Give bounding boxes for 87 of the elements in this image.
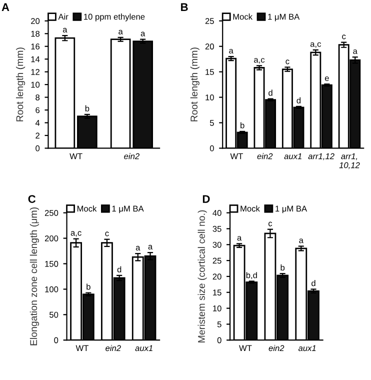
x-tick-label: ein2: [124, 153, 140, 160]
x-tick-label: aux1: [298, 345, 316, 352]
annotation: d: [117, 266, 122, 272]
annotation: c: [268, 222, 272, 226]
legend-label: 1 μM BA: [112, 206, 144, 214]
y-axis-title: Root length (mm): [190, 48, 200, 122]
y-tick-label: 8: [36, 94, 40, 100]
y-tick-label: 0: [36, 145, 40, 152]
legend-label: Mock: [77, 205, 97, 212]
y-tick-label: 35: [212, 226, 222, 232]
annotation: b: [240, 122, 244, 128]
annotation: b: [86, 284, 90, 290]
legend-label: 1 μM BA: [276, 206, 308, 214]
chart-title: D: [202, 195, 210, 203]
y-tick-label: 100: [45, 286, 58, 292]
chart-title: A: [2, 3, 10, 11]
y-tick-label: 14: [31, 56, 40, 62]
annotation: e: [324, 76, 329, 82]
y-tick-label: 25: [205, 18, 214, 24]
chart-title: B: [181, 3, 188, 11]
y-tick-label: 10: [213, 305, 222, 312]
annotation: d: [268, 90, 272, 96]
y-tick-label: 0: [217, 337, 222, 344]
y-tick-label: 18: [31, 30, 40, 37]
y-tick-label: 0: [210, 145, 214, 152]
annotation: a: [237, 236, 242, 241]
x-tick-label: arr1, 10,12: [339, 153, 360, 170]
annotation: a: [118, 30, 123, 34]
legend-label: Mock: [240, 205, 260, 212]
annotation: a,c: [254, 58, 265, 64]
annotation: c: [342, 34, 346, 40]
y-tick-label: 15: [213, 290, 222, 296]
y-tick-label: 5: [210, 120, 214, 126]
annotation: a,c: [310, 42, 321, 48]
x-tick-label: aux1: [284, 153, 302, 160]
y-tick-label: 5: [217, 321, 222, 328]
x-tick-label: aux1: [135, 345, 152, 352]
y-tick-label: 25: [212, 258, 222, 264]
legend-label: Air: [58, 14, 68, 20]
x-tick-label: ein2: [257, 153, 273, 160]
annotation: c: [105, 232, 109, 236]
x-tick-label: WT: [230, 153, 243, 160]
legend-label: 10 ppm ethylene: [84, 14, 145, 22]
annotation: b: [280, 264, 285, 271]
annotation: a: [299, 238, 304, 244]
x-tick-label: ein2: [268, 344, 284, 352]
x-tick-label: WT: [70, 153, 82, 160]
annotation: a: [353, 49, 358, 54]
y-tick-label: 20: [205, 44, 214, 50]
annotation: b,d: [246, 272, 257, 280]
x-tick-label: WT: [239, 345, 252, 351]
y-tick-label: 30: [212, 242, 222, 248]
y-tick-label: 20: [31, 18, 40, 24]
y-axis-title: Elongation zone cell length (μm): [30, 208, 39, 346]
y-tick-label: 20: [212, 274, 222, 280]
annotation: a: [148, 244, 153, 250]
y-tick-label: 4: [35, 120, 40, 126]
annotation: c: [286, 60, 290, 64]
y-tick-label: 16: [31, 44, 40, 50]
y-tick-label: 10: [31, 82, 40, 88]
y-tick-label: 15: [206, 69, 214, 75]
y-tick-label: 2: [36, 132, 40, 138]
annotation: a,c: [70, 231, 82, 237]
annotation: a: [140, 32, 146, 36]
y-tick-label: 250: [44, 210, 58, 216]
y-tick-label: 6: [36, 107, 40, 114]
annotation: d: [296, 97, 301, 104]
x-tick-label: WT: [76, 345, 89, 351]
annotation: a: [62, 28, 68, 33]
legend-label: 1 μM BA: [268, 14, 300, 22]
legend-label: Mock: [233, 14, 253, 20]
annotation: a: [136, 246, 140, 250]
annotation: b: [85, 105, 90, 112]
x-tick-label: arr1,12: [308, 153, 334, 160]
y-tick-label: 10: [206, 94, 214, 100]
y-tick-label: 12: [31, 69, 40, 75]
annotation: a: [229, 48, 234, 54]
y-axis-title: Meristem size (cortical cell no.): [198, 210, 207, 342]
y-tick-label: 200: [44, 235, 58, 242]
annotation: d: [312, 280, 316, 286]
y-tick-label: 50: [50, 312, 58, 318]
y-tick-label: 150: [45, 260, 58, 267]
chart-title: C: [28, 195, 36, 203]
y-tick-label: 0: [54, 337, 58, 344]
x-tick-label: ein2: [106, 344, 121, 352]
y-axis-title: Root length (mm): [16, 48, 26, 122]
y-tick-label: 40: [212, 210, 222, 216]
